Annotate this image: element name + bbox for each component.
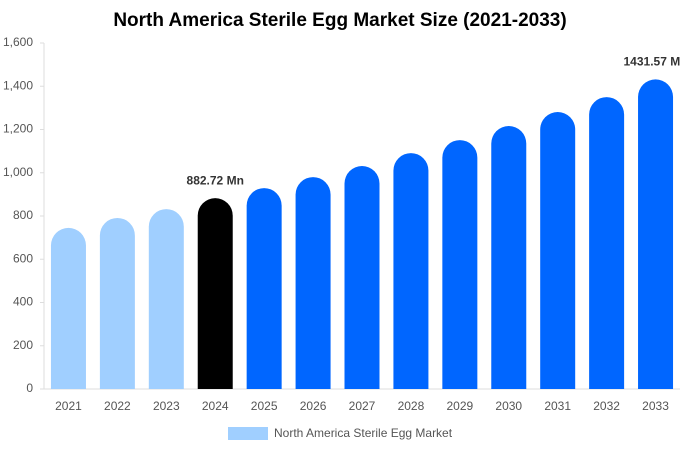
- y-tick-label: 1,200: [3, 122, 33, 136]
- bar: [344, 166, 380, 389]
- bar: [50, 227, 86, 389]
- x-tick-label: 2021: [55, 399, 82, 413]
- x-tick-label: 2028: [398, 399, 425, 413]
- y-tick-label: 0: [26, 381, 33, 395]
- x-tick-label: 2027: [349, 399, 376, 413]
- x-tick-label: 2031: [544, 399, 571, 413]
- y-tick-label: 200: [13, 338, 33, 352]
- x-tick-label: 2029: [446, 399, 473, 413]
- x-tick-label: 2025: [251, 399, 278, 413]
- x-tick-label: 2030: [495, 399, 522, 413]
- bar: [393, 153, 429, 389]
- bar: [491, 126, 527, 389]
- y-tick-label: 1,600: [3, 35, 33, 49]
- legend-swatch: [228, 427, 268, 440]
- x-tick-label: 2026: [300, 399, 327, 413]
- bar: [148, 209, 184, 389]
- y-tick-label: 800: [13, 208, 33, 222]
- bar: [638, 79, 674, 390]
- legend-label: North America Sterile Egg Market: [274, 426, 453, 440]
- x-tick-label: 2024: [202, 399, 229, 413]
- bar: [99, 217, 135, 389]
- bar: [589, 97, 625, 389]
- bar: [442, 140, 478, 389]
- value-label: 882.72 Mn: [187, 173, 244, 187]
- x-tick-label: 2033: [642, 399, 669, 413]
- y-tick-label: 400: [13, 295, 33, 309]
- bar: [197, 198, 233, 389]
- value-label: 1431.57 Mn: [624, 55, 680, 69]
- chart-title: North America Sterile Egg Market Size (2…: [113, 10, 566, 31]
- x-tick-label: 2022: [104, 399, 131, 413]
- y-tick-label: 1,000: [3, 165, 33, 179]
- y-tick-label: 600: [13, 251, 33, 265]
- y-tick-label: 1,400: [3, 78, 33, 92]
- bar: [540, 111, 576, 389]
- bar: [246, 188, 282, 389]
- x-tick-label: 2032: [593, 399, 620, 413]
- x-tick-label: 2023: [153, 399, 180, 413]
- bar: [295, 177, 331, 389]
